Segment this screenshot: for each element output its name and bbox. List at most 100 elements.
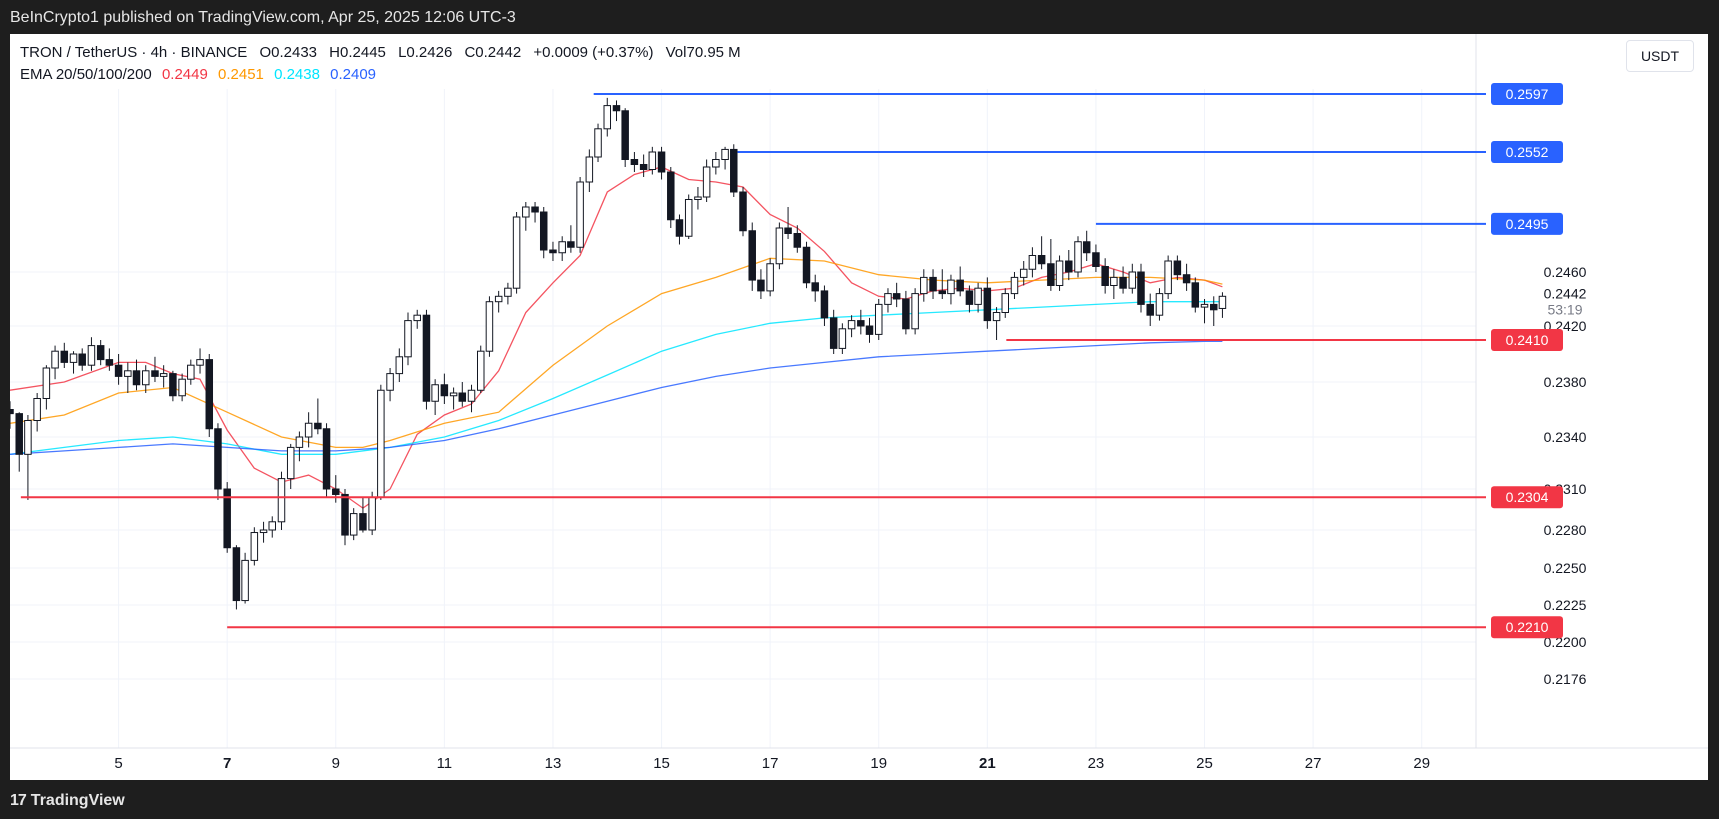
level-label-2: 0.2495 [1506,216,1549,232]
candle-body-90 [820,290,829,319]
price-chart[interactable]: 0.24600.24200.23800.23400.23100.22800.22… [10,34,1708,780]
candle-body-125 [1137,271,1145,305]
level-label-1: 0.2552 [1506,144,1549,160]
candle-body-15 [141,370,150,386]
candle-body-69 [630,159,639,165]
candle-body-22 [205,359,214,430]
candle-body-101 [920,276,928,295]
candle-body-62 [567,241,575,248]
candle-body-4 [42,367,51,399]
candle-body-41 [377,389,385,498]
tradingview-logo[interactable]: 17 TradingView [10,792,125,810]
ohlc-close: C0.2442 [464,44,522,61]
ohlc-low: L0.2426 [398,44,453,61]
candle-body-88 [802,246,811,284]
symbol-name[interactable]: TRON / TetherUS · 4h · BINANCE [20,44,248,61]
tradingview-logo-text: TradingView [30,792,125,809]
candle-body-71 [648,151,657,170]
candle-body-104 [947,279,955,295]
candle-body-99 [902,298,910,330]
candle-body-120 [1092,252,1100,267]
ema-label: EMA 20/50/100/200 [20,66,152,83]
candle-body-92 [838,328,847,349]
x-tick-label-11: 27 [1305,755,1322,772]
candle-body-133 [1209,303,1218,311]
candle-body-116 [1055,260,1064,286]
candle-body-129 [1173,260,1182,276]
x-tick-label-4: 13 [545,755,562,772]
candle-body-8 [78,353,86,366]
candle-body-89 [811,282,819,292]
candle-body-10 [96,345,105,361]
candle-body-70 [639,164,648,170]
candle-body-45 [413,314,421,322]
chart-frame[interactable]: 0.2460 0.2420 0.2380 0.2340 0.2310 0.2280 0.22… [10,34,1708,780]
candle-body-6 [60,350,69,363]
candle-body-28 [259,529,268,534]
y-tick-label-5: 0.2280 [1544,522,1587,538]
candle-body-115 [1047,263,1055,286]
symbol-legend: TRON / TetherUS · 4h · BINANCE O0.2433 H… [20,44,749,61]
candle-body-24 [223,488,231,549]
footer-bar: 17 TradingView [0,780,1719,819]
currency-button[interactable]: USDT [1626,40,1694,72]
y-tick-label-7: 0.2225 [1544,597,1587,613]
x-tick-label-12: 29 [1413,755,1430,772]
candle-body-79 [721,148,729,161]
candle-body-30 [277,478,286,523]
candle-body-127 [1155,293,1164,316]
candle-body-118 [1074,241,1082,273]
candle-body-47 [431,384,439,402]
candle-body-19 [178,378,186,397]
candle-body-53 [485,301,494,352]
candle-body-17 [159,373,168,377]
candle-body-25 [232,547,241,602]
level-label-3: 0.2410 [1506,332,1549,348]
candle-body-93 [847,320,856,330]
level-label-box-5 [1491,616,1563,639]
ema50-value: 0.2451 [218,66,264,83]
candle-body-103 [938,290,947,295]
candle-body-58 [531,206,539,213]
candle-body-43 [395,356,404,375]
candle-body-130 [1182,274,1191,284]
ema-legend[interactable]: EMA 20/50/100/200 0.2449 0.2451 0.2438 0… [20,66,382,83]
level-label-box-1 [1491,141,1563,163]
candle-body-134 [1218,295,1227,309]
ema100-value: 0.2438 [274,66,320,83]
x-tick-label-6: 17 [762,755,779,772]
candle-body-107 [974,287,982,305]
level-label-box-4 [1491,486,1563,509]
candle-body-72 [657,151,666,173]
ohlc-open: O0.2433 [259,44,317,61]
candle-body-46 [422,314,431,402]
candle-body-128 [1164,260,1172,295]
candle-body-16 [151,370,159,377]
level-label-0: 0.2597 [1506,86,1549,102]
publisher-info: BeInCrypto1 published on TradingView.com… [10,9,516,26]
candle-body-54 [494,295,503,303]
x-tick-label-3: 11 [437,755,453,772]
price-change: +0.0009 (+0.37%) [533,44,654,61]
ema-line-1 [10,257,1223,449]
y-tick-label-2: 0.2380 [1544,374,1587,390]
candle-body-123 [1119,276,1127,289]
candle-body-122 [1110,276,1118,286]
candle-body-81 [739,191,747,232]
candle-body-95 [865,325,874,335]
candle-body-74 [675,219,684,237]
candle-body-61 [558,241,566,254]
candle-body-77 [702,166,711,198]
ema-line-0 [10,166,1223,509]
x-tick-label-7: 19 [870,755,887,772]
candle-body-12 [114,364,123,377]
bar-countdown-label: 53:19 [1547,301,1582,317]
candle-body-110 [1001,293,1010,314]
y-tick-label-0: 0.2460 [1544,264,1587,280]
candle-body-84 [766,263,774,292]
candle-body-113 [1028,255,1037,270]
candle-body-51 [467,389,476,402]
candle-body-11 [105,359,114,366]
candle-body-56 [512,216,521,289]
candle-body-76 [694,196,702,200]
